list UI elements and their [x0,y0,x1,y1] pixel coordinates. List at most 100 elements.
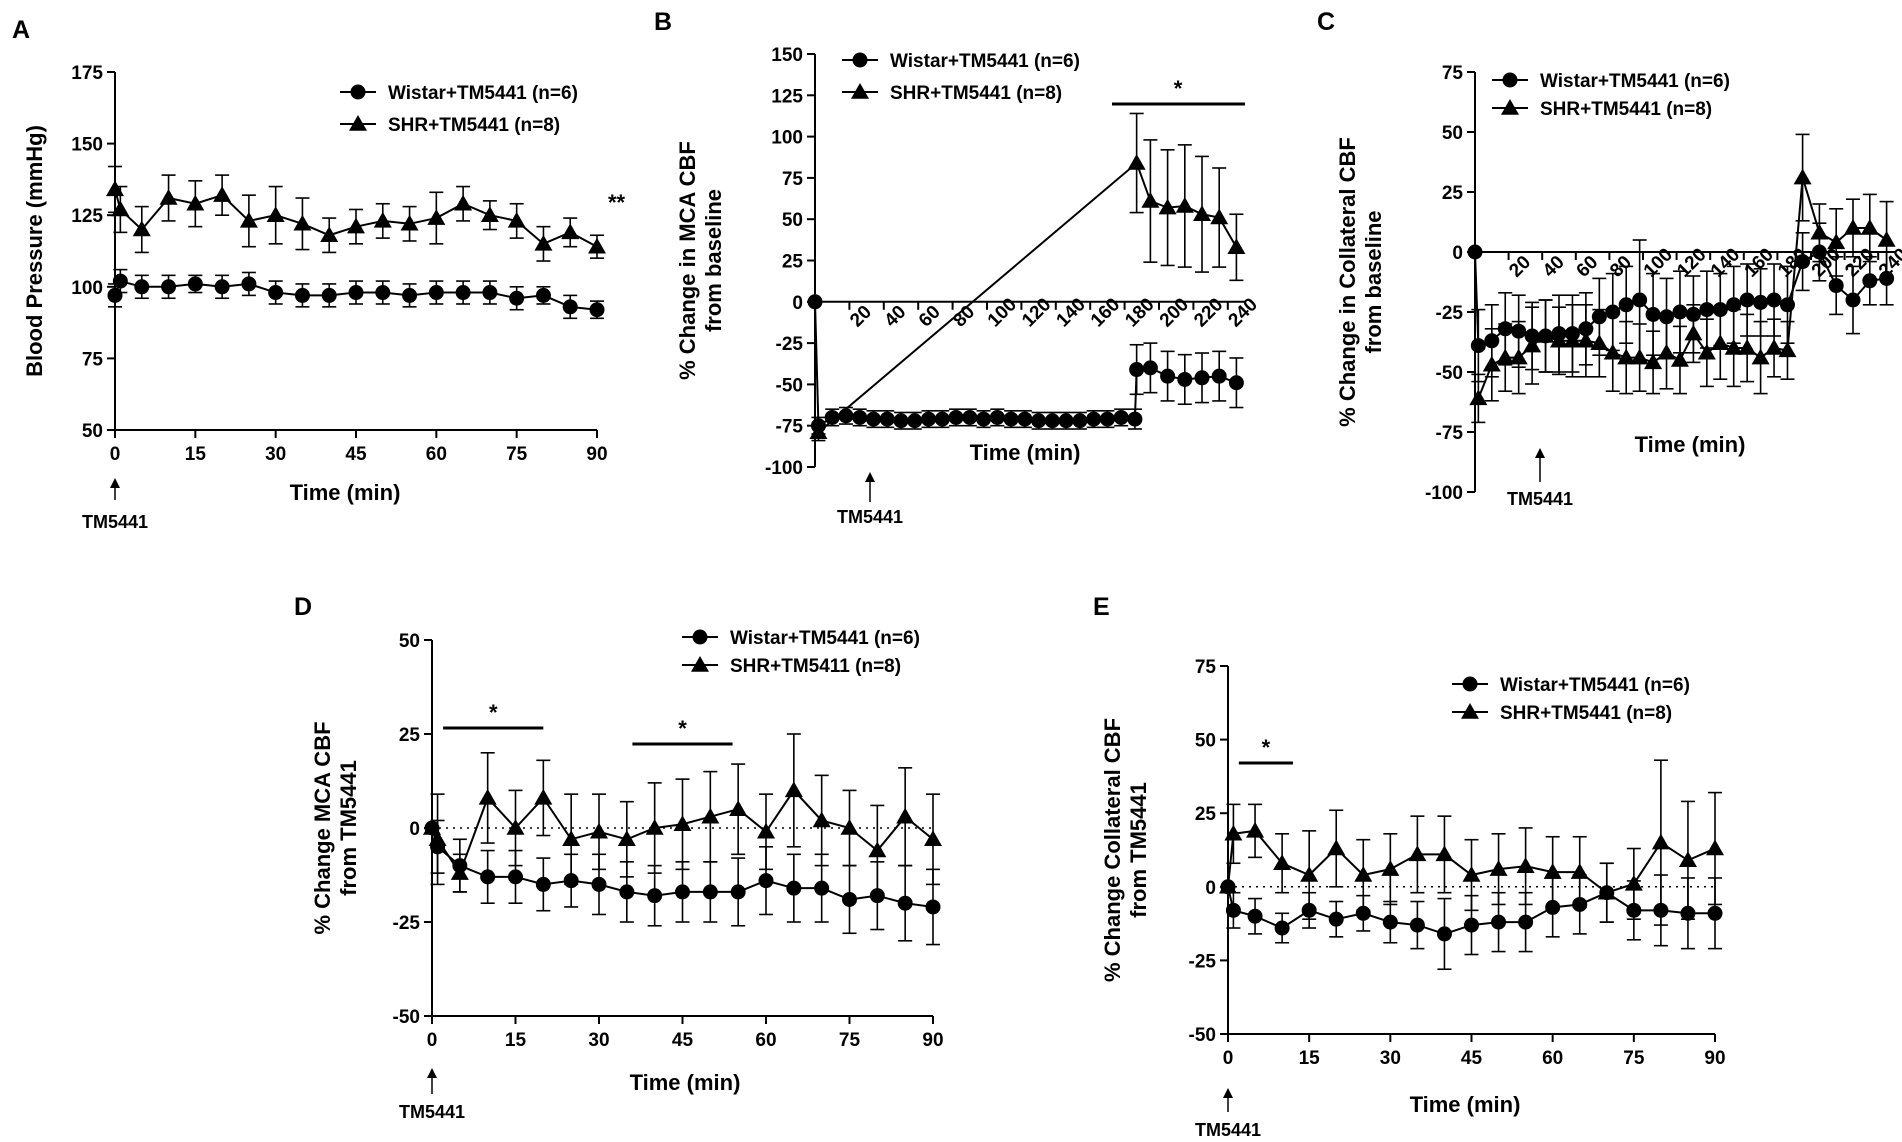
circle-data-point [1699,302,1715,318]
circle-data-point [842,891,857,907]
y-tick-label: 150 [771,45,803,66]
x-tick-label: 90 [1704,1048,1725,1069]
y-tick-label: -25 [1189,951,1217,972]
x-tick-label: 0 [110,444,121,465]
x-tick-label: 30 [265,444,286,465]
triangle-data-point [673,815,692,831]
triangle-data-point [1793,168,1812,185]
legend-entry: SHR+TM5441 (n=8) [388,115,560,136]
triangle-data-point [784,781,803,798]
circle-data-point [807,294,823,310]
triangle-data-point [480,206,499,222]
x-tick-label: 45 [345,444,367,465]
y-axis-label-line: from baseline [1361,210,1386,353]
circle-data-point [1436,926,1452,942]
circle-data-point [508,869,523,885]
y-axis-label-line: % Change Collateral CBF [1100,718,1125,982]
tm5441-label: TM5441 [399,1102,465,1122]
x-tick-label: 220 [1190,294,1227,331]
x-tick-label: 20 [1505,252,1535,282]
x-tick-label: 60 [1573,252,1603,282]
y-tick-label: 25 [1442,183,1464,204]
circle-data-point [428,285,444,301]
x-tick-label: 75 [506,444,528,465]
circle-data-point [976,411,992,427]
triangle-data-point [1724,339,1743,355]
x-tick-label: 60 [426,444,447,465]
y-tick-label: 50 [1442,123,1463,144]
circle-data-point [509,290,525,306]
triangle-data-point [1684,324,1703,341]
triangle-data-point [1381,860,1400,876]
x-tick-label: 30 [1380,1048,1401,1069]
circle-data-point [187,276,203,292]
x-axis-label: Time (min) [630,1070,741,1095]
triangle-data-point [1273,854,1292,870]
tm5441-label: TM5441 [1195,1120,1261,1140]
circle-data-point [1464,917,1479,933]
triangle-data-point [1543,863,1562,879]
triangle-data-point [427,209,446,225]
circle-data-point [1382,914,1398,930]
circle-data-point [879,411,895,427]
triangle-data-point [1523,336,1542,353]
y-axis-label-line: from TM5441 [336,760,361,896]
y-tick-label: -50 [393,1007,420,1028]
x-tick-label: 75 [1623,1048,1645,1069]
legend-marker [852,52,868,68]
circle-data-point [535,287,551,303]
circle-data-point [112,273,128,289]
y-axis-label: Blood Pressure (mmHg) [22,125,47,377]
x-axis-label: Time (min) [1635,432,1746,457]
triangle-data-point [1617,348,1636,365]
x-tick-label: 0 [427,1030,438,1051]
triangle-data-point [159,189,178,205]
triangle-data-point [1550,331,1568,348]
tm5441-arrowhead [1223,1088,1233,1098]
circle-data-point [321,287,337,303]
panel-letter-b: B [654,8,672,36]
circle-data-point [1127,411,1143,427]
triangle-data-point [534,234,553,251]
triangle-data-point [1327,839,1346,856]
circle-data-point [824,409,840,425]
tm5441-label: TM5441 [82,512,148,532]
triangle-data-point [450,864,469,880]
tm5441-arrowhead [865,472,875,482]
y-tick-label: 100 [71,278,103,299]
triangle-data-point [1827,233,1846,250]
triangle-data-point [1624,874,1643,891]
x-tick-label: 120 [1018,294,1055,331]
circle-data-point [962,409,978,425]
triangle-data-point [1354,866,1373,882]
triangle-data-point [1227,238,1246,255]
triangle-data-point [423,819,441,835]
triangle-data-point [1678,851,1697,868]
triangle-data-point [1193,205,1211,221]
x-axis-label: Time (min) [970,440,1081,465]
x-tick-label: 160 [1087,294,1124,331]
legend-entry: Wistar+TM5441 (n=6) [1500,675,1690,696]
circle-data-point [1491,914,1507,930]
circle-data-point [535,876,551,892]
x-tick-label: 15 [505,1030,527,1051]
x-tick-label: 140 [1707,244,1744,281]
triangle-data-point [645,819,664,835]
circle-data-point [348,285,364,301]
circle-data-point [1467,244,1483,260]
triangle-data-point [1877,231,1896,247]
tm5441-label: TM5441 [837,507,903,527]
legend-marker [350,84,366,100]
triangle-data-point [812,811,831,828]
y-tick-label: 0 [1452,243,1463,264]
circle-data-point [989,409,1005,425]
circle-data-point [1707,905,1723,921]
triangle-data-point [1536,327,1555,343]
triangle-data-point [1141,192,1160,208]
circle-data-point [1194,370,1210,386]
triangle-data-point [1844,219,1862,235]
triangle-data-point [809,423,828,440]
legend-marker [349,115,367,131]
circle-data-point [1072,413,1088,429]
series-shr [809,112,1246,442]
